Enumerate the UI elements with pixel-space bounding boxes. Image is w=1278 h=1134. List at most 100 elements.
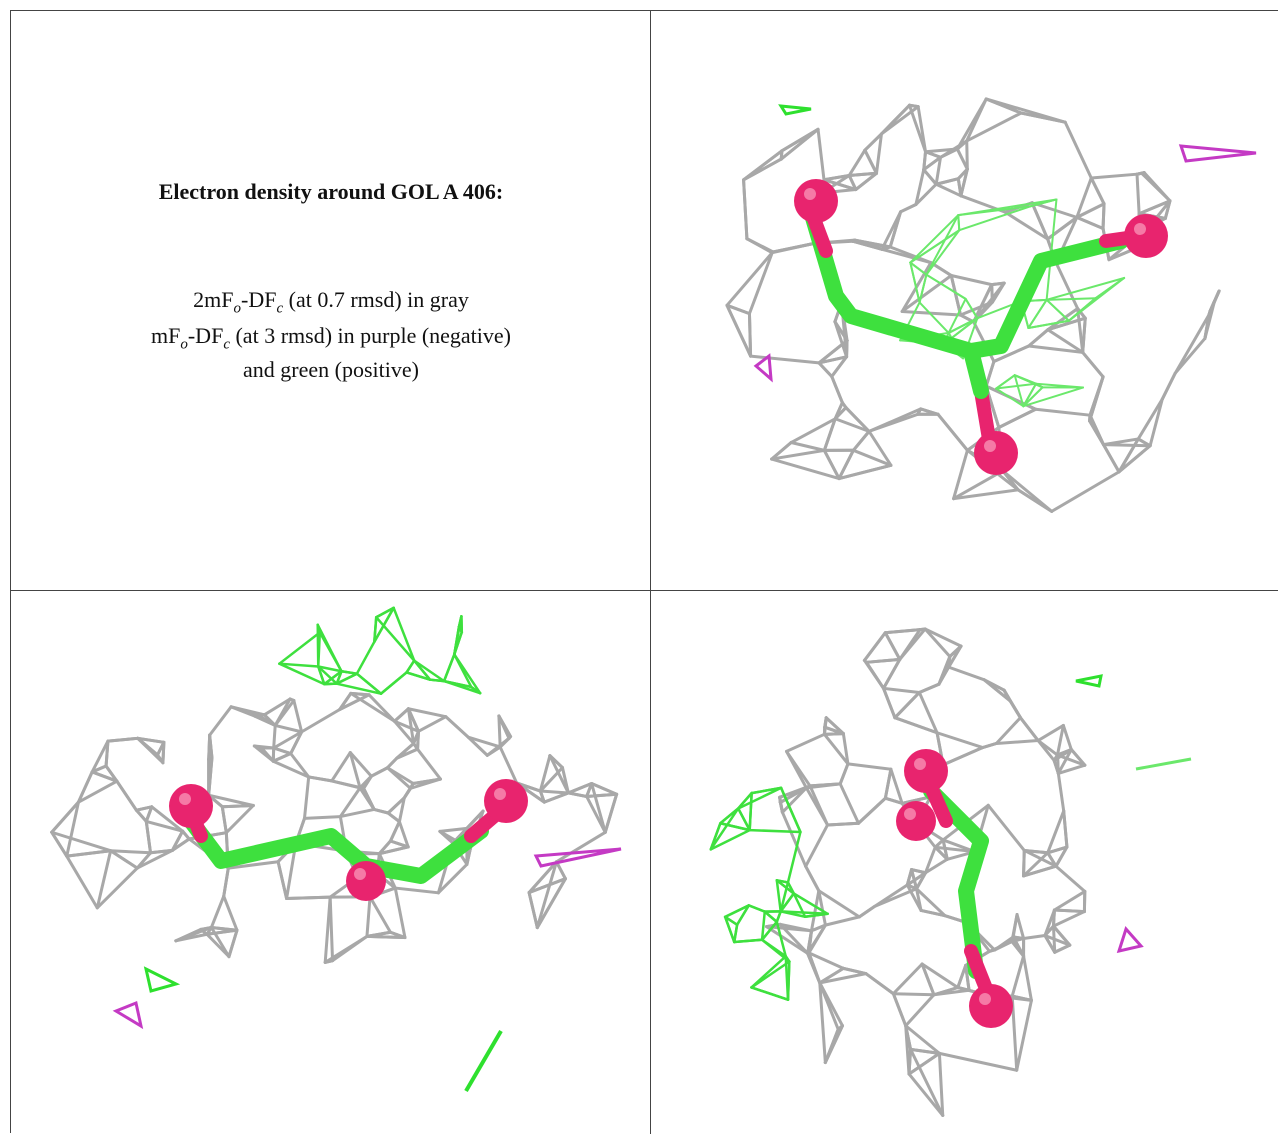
text: and green (positive) <box>243 357 419 382</box>
mesh-line <box>1077 217 1103 228</box>
mesh-line <box>1091 178 1104 204</box>
mesh-line <box>938 414 967 450</box>
mesh-line <box>1103 204 1104 229</box>
atom-highlight <box>984 440 996 452</box>
mesh-line <box>404 788 410 797</box>
mesh-line <box>906 995 934 1026</box>
text: -DF <box>188 323 223 348</box>
mesh-line <box>866 659 899 662</box>
mesh-line <box>67 856 98 908</box>
mesh-line <box>1083 318 1086 352</box>
mesh-line <box>1056 263 1078 309</box>
mesh-line <box>1056 866 1085 891</box>
mesh-line <box>1090 415 1104 444</box>
mesh-line <box>749 314 750 356</box>
oxygen-atom <box>1124 214 1168 258</box>
density-view <box>11 591 651 1134</box>
mesh-line <box>865 150 877 173</box>
mesh-line <box>387 758 396 767</box>
mesh-line <box>111 851 151 853</box>
bond <box>811 211 1121 351</box>
mesh-line <box>750 830 801 832</box>
mesh-line <box>1012 956 1023 996</box>
mesh-line <box>1047 300 1069 321</box>
mesh-line <box>318 625 342 671</box>
mesh-line <box>787 751 810 786</box>
mesh-line <box>1053 912 1084 927</box>
oxygen-atom <box>484 779 528 823</box>
mesh-line <box>999 409 1036 427</box>
text: mF <box>151 323 180 348</box>
mesh-line <box>1144 173 1170 201</box>
mesh-line <box>67 851 111 856</box>
mesh-line <box>866 974 894 994</box>
mesh-line <box>986 99 1065 122</box>
mesh-line <box>1063 725 1071 749</box>
mesh-line <box>1209 291 1219 315</box>
mesh-line <box>367 897 370 937</box>
text: (at 3 rmsd) in purple (negative) <box>230 323 511 348</box>
mesh-line <box>210 707 231 735</box>
mesh-line <box>734 925 737 942</box>
mesh-line <box>859 906 874 916</box>
figure-table: Electron density around GOL A 406: 2mFo-… <box>10 10 1278 1133</box>
mesh-line <box>926 230 959 274</box>
mesh-line <box>1024 956 1032 1000</box>
oxygen-atom <box>904 749 948 793</box>
mesh-line <box>1024 936 1045 939</box>
mesh-line <box>884 688 920 692</box>
mesh-line <box>360 788 374 810</box>
mesh-line <box>444 654 454 681</box>
mesh-line <box>893 964 922 994</box>
mesh-line <box>117 781 136 810</box>
mesh-line <box>866 662 883 688</box>
difference-peak <box>1076 676 1101 686</box>
mesh-line <box>136 810 146 821</box>
mesh-line <box>568 793 586 797</box>
mesh-line <box>370 897 390 932</box>
mesh-line <box>744 180 747 239</box>
mesh-line <box>1017 1000 1032 1070</box>
mesh-line <box>222 805 253 806</box>
caption-line: mFo-DFc (at 3 rmsd) in purple (negative) <box>11 323 651 353</box>
mesh-line <box>544 793 568 802</box>
mesh-line <box>371 768 387 776</box>
difference-peak <box>1181 146 1256 161</box>
subscript: o <box>180 336 188 352</box>
mesh-line <box>487 747 500 755</box>
mesh-line <box>996 718 1020 744</box>
mesh-line <box>1054 891 1084 910</box>
mesh-line <box>825 917 859 925</box>
mesh-line <box>224 868 229 896</box>
mesh-line <box>996 741 1038 744</box>
mesh-line <box>1015 375 1036 383</box>
mesh-line <box>891 769 902 803</box>
atom-highlight <box>494 788 506 800</box>
mesh-line <box>1024 850 1025 875</box>
mesh-line <box>788 962 789 1000</box>
mesh-line <box>893 994 934 995</box>
mesh-line <box>806 825 828 866</box>
mesh-line <box>287 897 331 898</box>
mesh-line <box>446 717 468 737</box>
mesh-line <box>1047 278 1124 300</box>
mesh-line <box>810 786 828 825</box>
mesh-line <box>936 184 961 196</box>
mesh-line <box>146 821 150 852</box>
mesh-line <box>407 661 415 673</box>
text: 2mF <box>193 287 233 312</box>
atom-highlight <box>979 993 991 1005</box>
mesh-line <box>1104 445 1119 472</box>
atom-highlight <box>904 808 916 820</box>
mesh-line <box>1028 300 1046 328</box>
mesh-line <box>302 710 340 732</box>
mesh-line <box>939 1053 942 1115</box>
mesh-line <box>849 150 865 175</box>
mesh-line <box>1004 690 1020 717</box>
mesh-line <box>967 141 968 169</box>
mesh-line <box>751 956 785 987</box>
mesh-line <box>211 896 223 927</box>
mesh-line <box>924 170 936 185</box>
mesh-line <box>958 965 966 987</box>
mesh-line <box>304 777 308 818</box>
